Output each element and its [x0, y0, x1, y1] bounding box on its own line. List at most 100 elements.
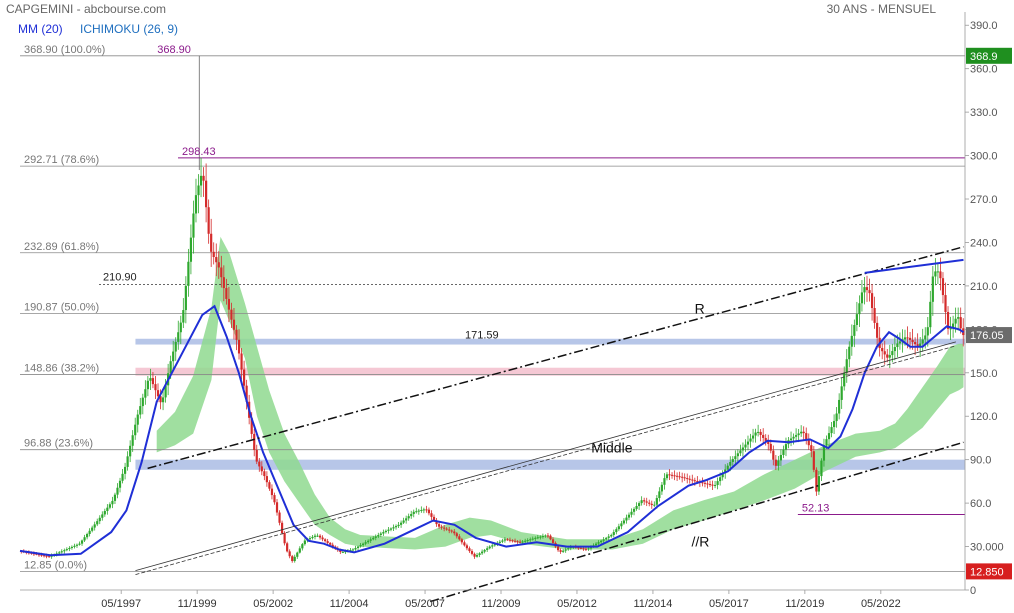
candle-body-222 [582, 548, 585, 550]
candle-body-190 [501, 540, 504, 542]
candle-body-165 [437, 524, 441, 527]
candle-body-297 [772, 450, 775, 460]
level-label-1: 298.43 [182, 146, 216, 158]
candle-body-264 [688, 478, 691, 480]
trend-line-2 [429, 441, 964, 603]
candle-body-302 [784, 444, 788, 450]
x-tick-label-9: 11/2019 [785, 598, 824, 610]
candle-body-76 [212, 251, 215, 258]
candle-body-168 [445, 528, 448, 530]
price-tag-0 [966, 47, 1012, 64]
candle-body-323 [838, 399, 841, 414]
candle-body-110 [298, 548, 301, 553]
candle-body-331 [858, 303, 861, 315]
candle-body-189 [498, 541, 501, 543]
candle-body-179 [473, 553, 476, 557]
candle-body-307 [797, 433, 800, 436]
candle-body-149 [397, 524, 400, 527]
candle-body-350 [906, 337, 909, 339]
candle-body-60 [172, 351, 175, 362]
x-tick-label-6: 05/2012 [557, 598, 597, 610]
candle-body-367 [949, 328, 952, 330]
candle-body-224 [587, 548, 590, 550]
candle-body-35 [108, 504, 111, 508]
candle-body-159 [422, 509, 425, 511]
candle-body-234 [612, 532, 615, 535]
candle-body-254 [663, 478, 666, 485]
candle-body-343 [888, 355, 891, 358]
candle-body-59 [169, 361, 172, 374]
trend-line-3 [864, 258, 964, 274]
candle-body-277 [721, 473, 724, 478]
fib-label-5: 96.88 (23.6%) [24, 438, 93, 450]
fib-label-0: 368.90 (100.0%) [24, 44, 105, 56]
candle-body-338 [876, 322, 879, 338]
candle-body-25 [83, 537, 86, 541]
candle-body-42 [126, 456, 129, 467]
candle-body-85 [235, 329, 238, 340]
moving-average-line [19, 304, 965, 557]
candle-body-37 [113, 494, 117, 501]
candle-body-24 [80, 540, 84, 544]
candle-body-371 [959, 317, 962, 329]
x-tick-label-3: 11/2004 [330, 598, 369, 610]
candle-body-106 [288, 551, 291, 557]
candle-body-167 [443, 527, 446, 529]
candle-body-230 [602, 539, 605, 541]
candle-body-362 [936, 271, 940, 273]
trend-label-1: Middle [591, 439, 632, 455]
candle-body-160 [425, 509, 428, 511]
candle-body-142 [379, 533, 382, 535]
candle-body-154 [410, 513, 413, 517]
trend-line-0 [147, 246, 964, 470]
candle-body-309 [802, 431, 805, 434]
candle-body-15 [58, 552, 61, 554]
candle-body-135 [362, 543, 365, 546]
candle-body-181 [478, 553, 481, 556]
candle-body-108 [293, 556, 296, 562]
candle-body-19 [68, 548, 71, 550]
price-levels: 368.90 298.43 210.90 171.59 52.13 [99, 44, 965, 516]
candle-body-162 [430, 513, 433, 517]
candle-body-240 [627, 514, 631, 518]
candle-body-210 [551, 539, 555, 543]
candle-body-293 [762, 434, 765, 438]
candle-body-220 [577, 547, 580, 549]
support-band-2 [135, 459, 965, 470]
candle-body-31 [98, 517, 101, 522]
candle-body-193 [508, 539, 512, 541]
candle-body-290 [754, 432, 757, 436]
candle-body-132 [354, 548, 357, 550]
x-tick-label-2: 05/2002 [253, 598, 293, 610]
candle-body-166 [440, 526, 443, 528]
candle-body-327 [848, 346, 851, 360]
candle-body-54 [156, 390, 160, 397]
y-tick-label-3: 90.0 [970, 455, 991, 467]
price-tag-label-1: 176.05 [970, 330, 1004, 342]
candle-body-351 [908, 337, 912, 340]
candle-body-212 [556, 546, 560, 551]
candle-body-156 [415, 511, 418, 513]
y-tick-label-7: 210.0 [970, 281, 998, 293]
trend-label-2: //R [692, 534, 710, 550]
candle-body-205 [539, 536, 542, 538]
candle-body-86 [237, 339, 241, 354]
candle-body-99 [270, 488, 274, 496]
moving-average [19, 304, 965, 557]
candle-body-134 [359, 545, 362, 547]
candle-body-204 [536, 537, 539, 539]
candle-body-259 [675, 475, 679, 477]
candle-body-91 [250, 417, 253, 434]
candle-body-94 [258, 461, 261, 467]
candle-body-213 [559, 550, 562, 552]
candle-body-214 [562, 550, 565, 552]
candle-body-118 [318, 535, 322, 538]
candle-body-201 [529, 539, 532, 541]
candle-body-112 [303, 540, 306, 545]
candle-body-174 [460, 539, 463, 543]
candle-body-250 [653, 504, 656, 506]
candle-body-158 [420, 509, 423, 511]
candle-body-360 [931, 276, 934, 302]
candle-body-318 [825, 439, 828, 446]
candle-body-172 [455, 533, 458, 537]
